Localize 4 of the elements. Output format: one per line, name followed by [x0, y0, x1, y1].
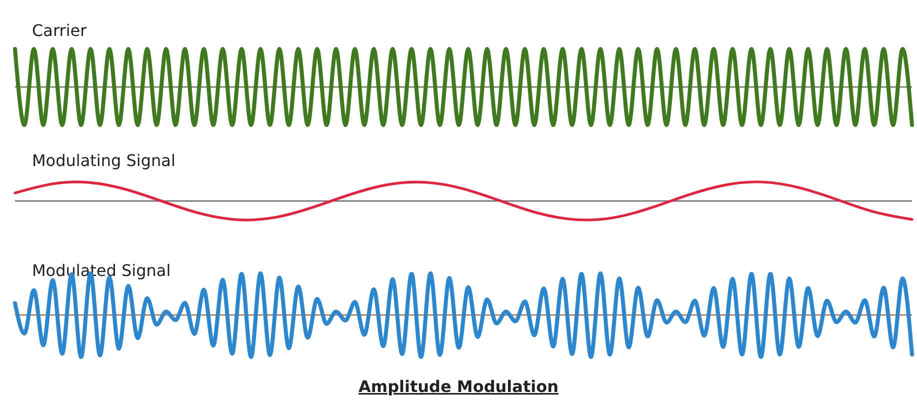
- chart-title: Modulated Signal: [32, 261, 171, 280]
- chart-title: Carrier: [32, 21, 88, 40]
- chart-title: Modulating Signal: [32, 151, 176, 170]
- text: Amplitude Modulation: [358, 377, 558, 396]
